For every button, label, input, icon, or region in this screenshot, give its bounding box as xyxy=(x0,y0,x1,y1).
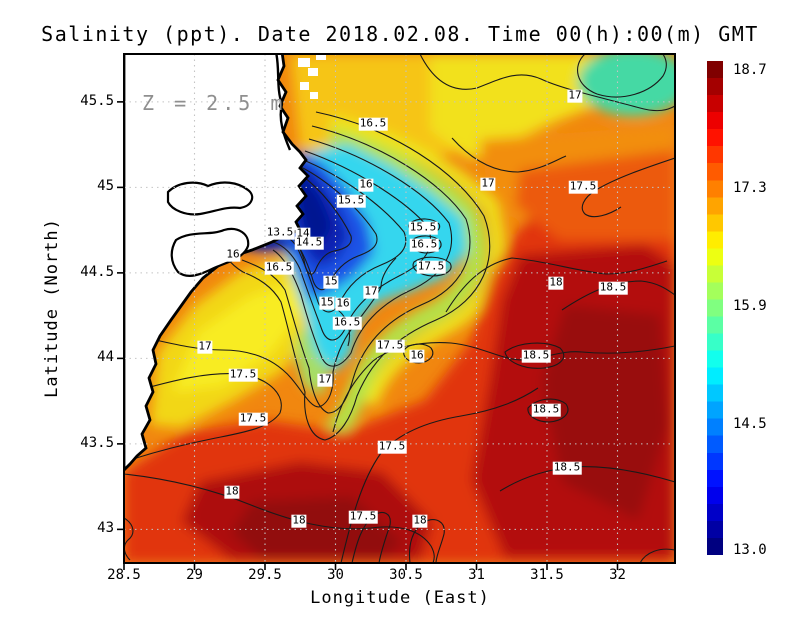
colorbar-tick-label: 14.5 xyxy=(733,415,767,432)
x-tick-label: 31.5 xyxy=(530,567,564,583)
contour-label: 18.5 xyxy=(552,460,582,475)
contour-label: 15.5 xyxy=(336,193,366,208)
contour-lines xyxy=(124,54,675,563)
contour-label: 17.5 xyxy=(238,411,268,426)
contour-label: 17 xyxy=(363,284,379,299)
contour-label: 18.5 xyxy=(531,402,561,417)
y-tick-label: 43.5 xyxy=(80,434,114,451)
contour-label: 14.5 xyxy=(294,235,324,250)
contour-label: 18.5 xyxy=(598,280,628,295)
contour-label: 13.5 xyxy=(265,225,295,240)
x-tick-label: 29 xyxy=(186,567,203,583)
contour-label: 17 xyxy=(197,339,213,354)
contour-label: 17.5 xyxy=(377,439,407,454)
colorbar-tick-label: 18.7 xyxy=(733,62,767,78)
contour-label: 15 xyxy=(323,274,339,289)
contour-label: 16 xyxy=(335,296,351,311)
axis-ticks xyxy=(117,101,619,570)
coast-steps xyxy=(298,54,326,99)
coastline xyxy=(124,54,326,472)
contour-label: 16.5 xyxy=(264,260,294,275)
contour-label: 18 xyxy=(548,275,564,290)
contour-label: 18 xyxy=(412,513,428,528)
contour-label: 16 xyxy=(358,177,374,192)
lagoon-outlines xyxy=(166,181,254,277)
y-tick-label: 44 xyxy=(97,349,114,366)
contour-label: 17.5 xyxy=(348,509,378,524)
contour-label: 15 xyxy=(319,295,335,310)
contour-label: 18 xyxy=(224,484,240,499)
depth-annotation: Z = 2.5 m xyxy=(142,91,287,115)
x-tick-label: 29.5 xyxy=(248,567,282,583)
contour-label: 16 xyxy=(409,348,425,363)
y-tick-label: 45 xyxy=(97,178,114,195)
contour-label: 18.5 xyxy=(521,348,551,363)
colorbar-tick-label: 15.9 xyxy=(733,297,767,314)
x-tick-label: 30.5 xyxy=(389,567,423,583)
plot-border xyxy=(123,53,676,564)
y-tick-label: 45.5 xyxy=(80,92,114,109)
contour-label: 18 xyxy=(291,513,307,528)
colorbar xyxy=(707,61,723,555)
x-tick-label: 32 xyxy=(609,567,626,583)
x-tick-label: 30 xyxy=(327,567,344,583)
figure-title: Salinity (ppt). Date 2018.02.08. Time 00… xyxy=(41,22,759,46)
contour-label: 17.5 xyxy=(416,259,446,274)
contour-label: 17 xyxy=(567,88,583,103)
contour-label: 17.5 xyxy=(568,179,598,194)
x-tick-label: 31 xyxy=(468,567,485,583)
contour-label: 17.5 xyxy=(375,338,405,353)
y-axis-label: Latitude (North) xyxy=(42,218,62,398)
contour-label: 16.5 xyxy=(332,315,362,330)
contour-label: 17 xyxy=(317,372,333,387)
contour-label: 17.5 xyxy=(228,367,258,382)
colorbar-tick-label: 17.3 xyxy=(733,179,767,196)
y-tick-label: 43 xyxy=(97,520,114,537)
contour-label: 15.5 xyxy=(408,220,438,235)
x-axis-label: Longitude (East) xyxy=(310,588,490,608)
contour-label: 16.5 xyxy=(358,116,388,131)
contour-label: 17 xyxy=(480,176,496,191)
x-tick-label: 28.5 xyxy=(107,567,141,583)
contour-label: 16 xyxy=(225,247,241,262)
river-channel xyxy=(275,54,292,151)
colorbar-tick-label: 13.0 xyxy=(733,541,767,558)
contour-label: 16.5 xyxy=(409,237,439,252)
y-tick-label: 44.5 xyxy=(80,263,114,280)
